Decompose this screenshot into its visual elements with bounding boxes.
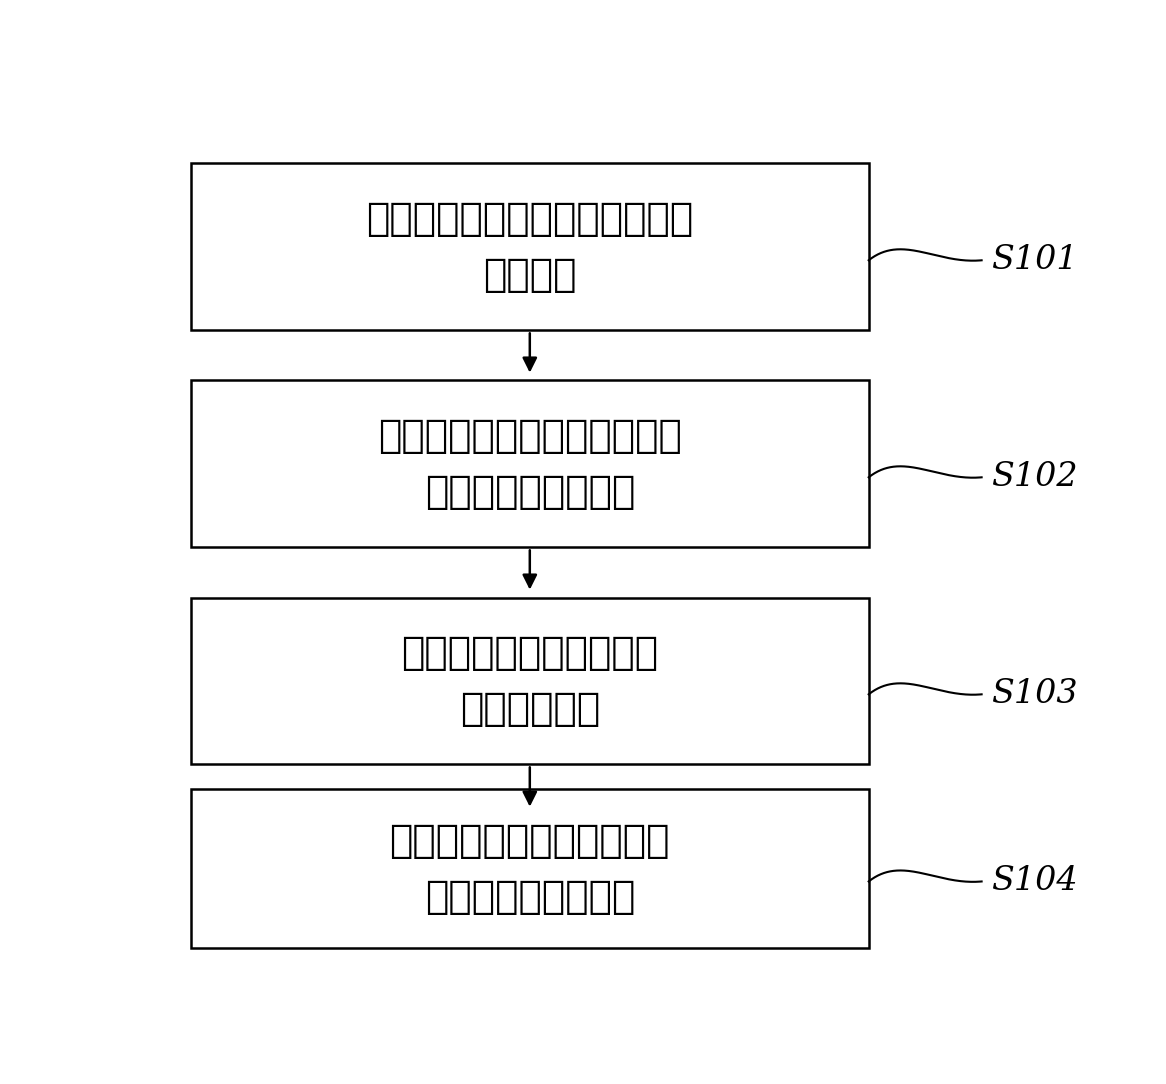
Text: 接收目标音频设备返回的
比较结果信息: 接收目标音频设备返回的 比较结果信息 [401,634,659,728]
Text: S101: S101 [991,244,1077,276]
Text: S104: S104 [991,865,1077,898]
Text: 根据比较结果信息发送升级
指令给目标音频设备: 根据比较结果信息发送升级 指令给目标音频设备 [389,822,670,916]
Text: S102: S102 [991,462,1077,493]
Bar [191,380,869,547]
Text: 接收服务器发送的升级文件并
发送给目标音频设备: 接收服务器发送的升级文件并 发送给目标音频设备 [378,417,682,511]
Bar [191,597,869,764]
Bar [191,164,869,331]
Text: 将第一校验信息发送给至少一个
音频设备: 将第一校验信息发送给至少一个 音频设备 [366,199,694,294]
Text: S103: S103 [991,679,1077,710]
Bar [191,789,869,948]
